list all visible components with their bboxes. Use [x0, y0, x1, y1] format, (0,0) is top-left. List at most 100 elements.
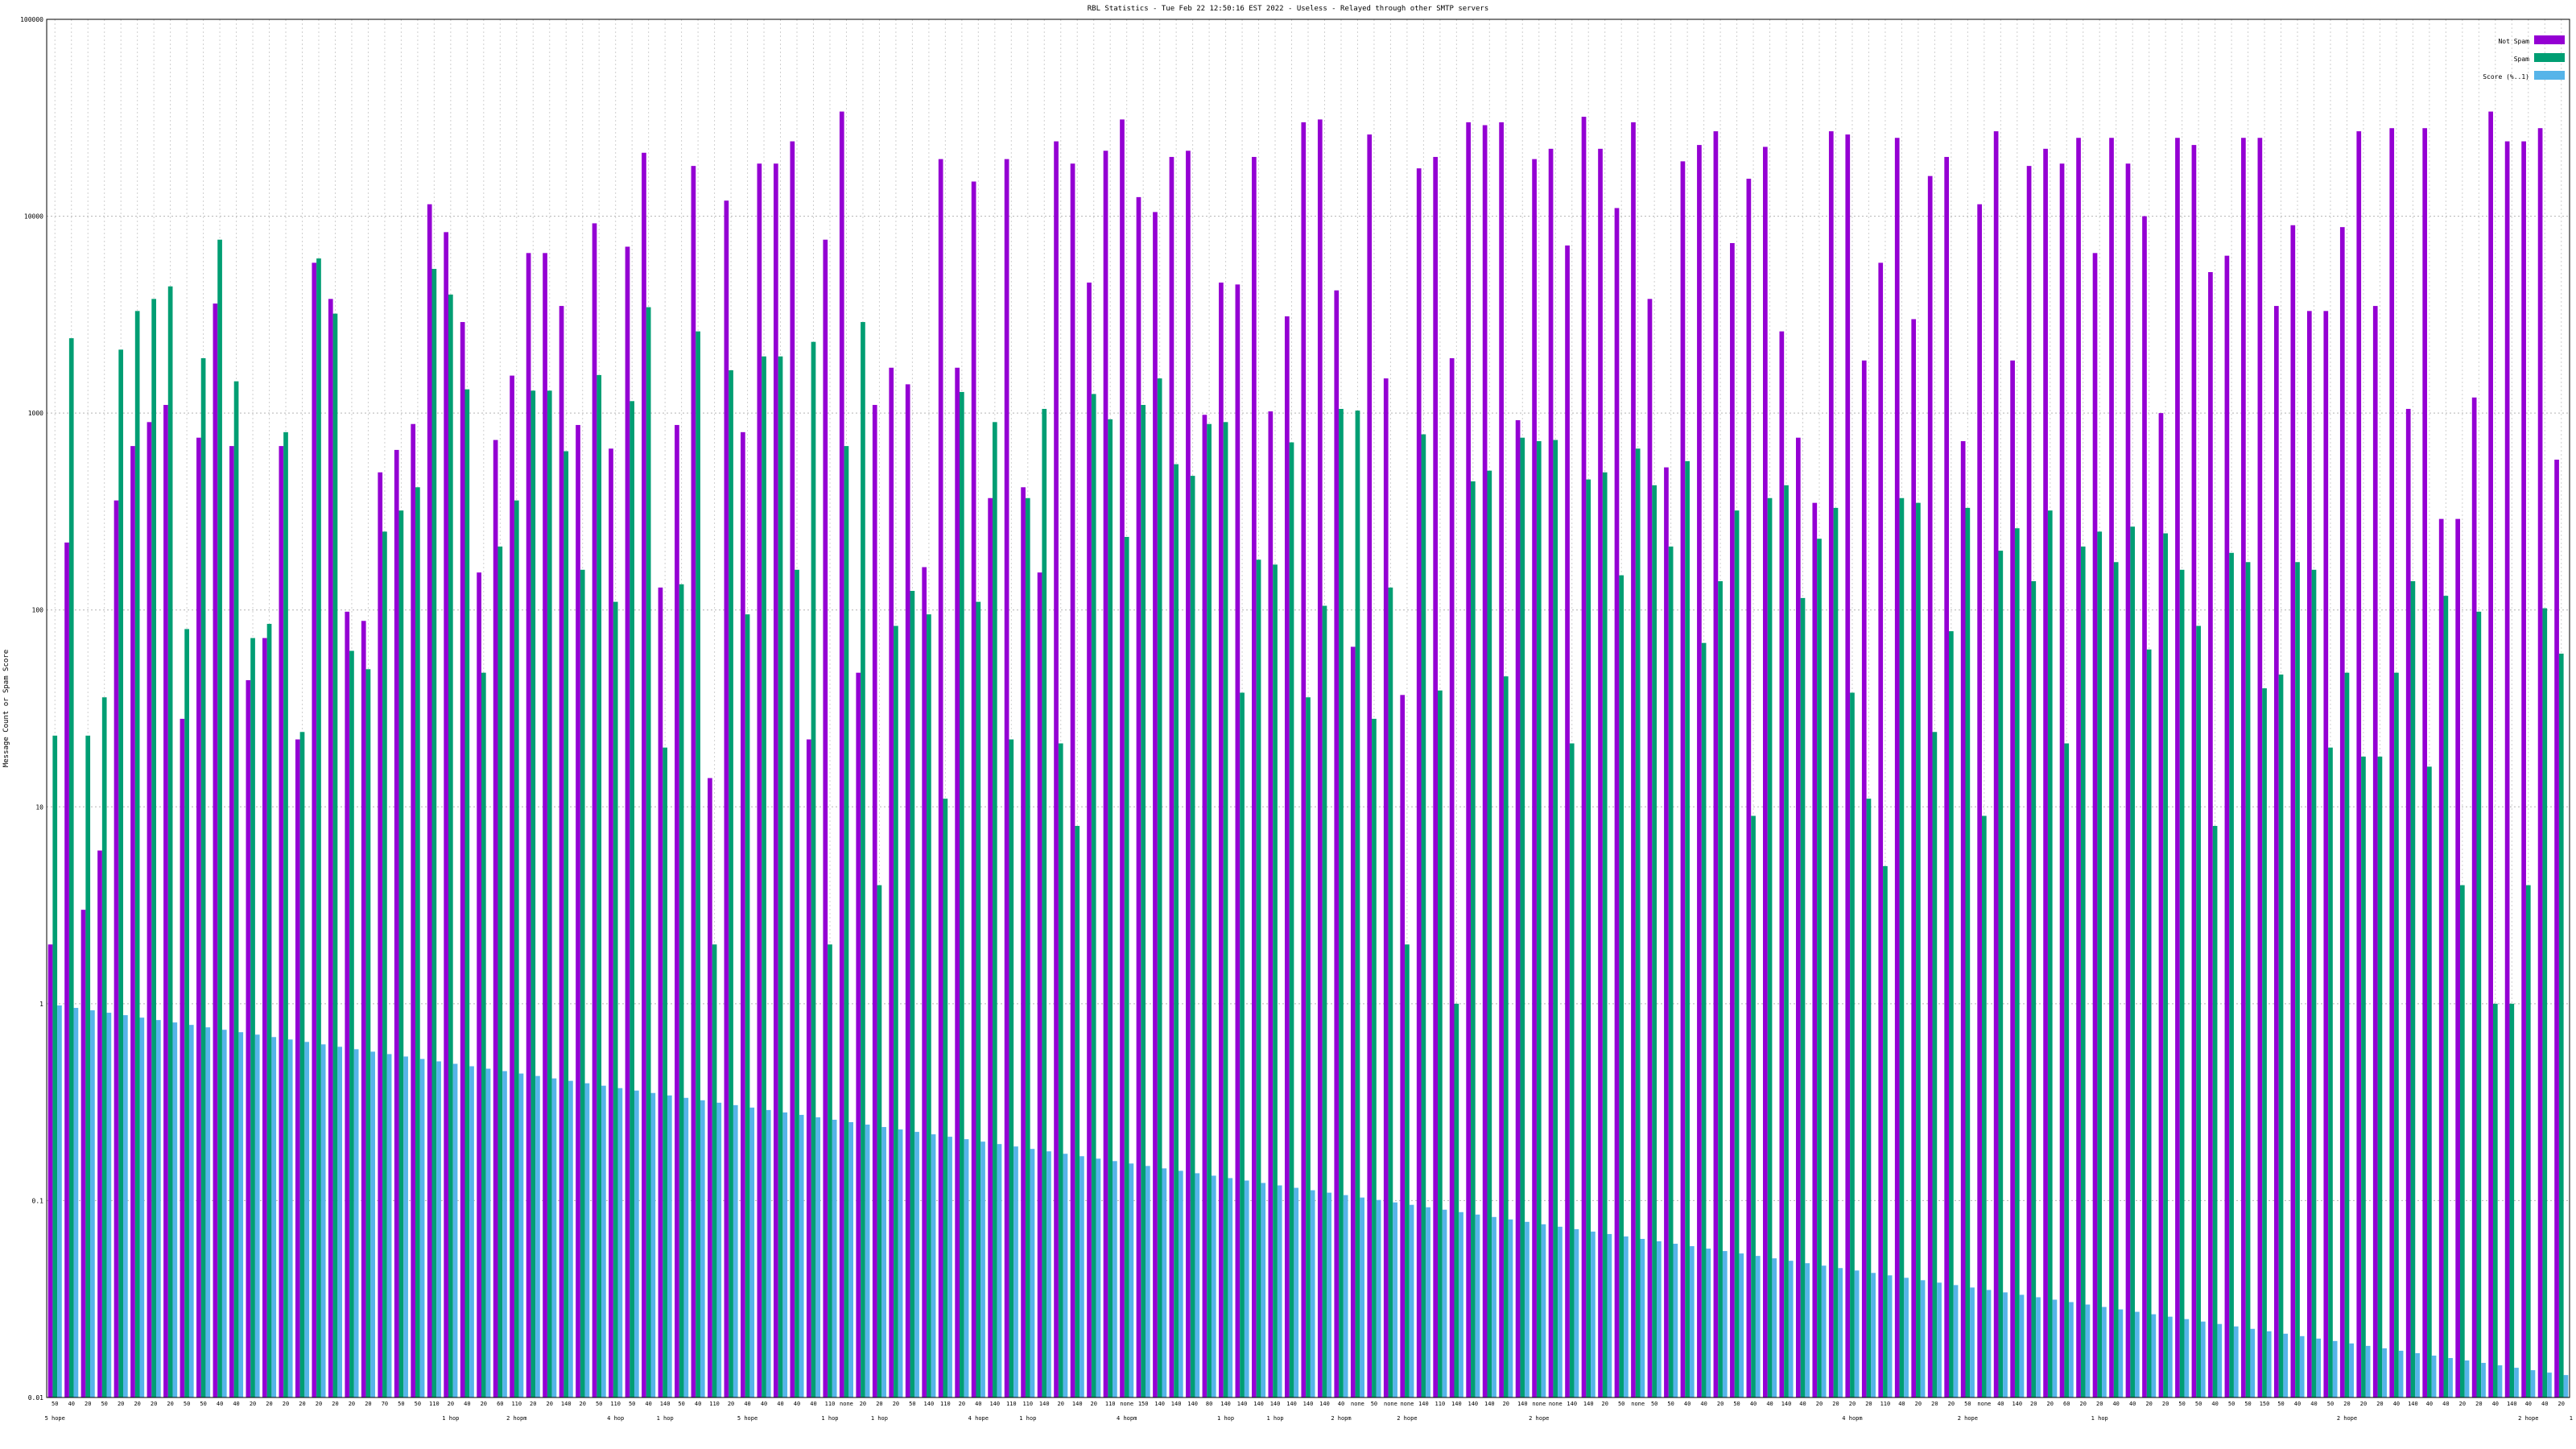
spam-bar: [1635, 448, 1641, 1397]
not-spam-bar: [1664, 467, 1669, 1397]
not-spam-bar: [180, 718, 185, 1397]
not-spam-bar: [2208, 272, 2213, 1397]
spam-bar: [1025, 497, 1030, 1398]
score-bar: [1475, 1214, 1480, 1397]
not-spam-bar: [1697, 145, 1702, 1397]
spam-bar: [1685, 460, 1690, 1397]
x-tick-label: 140: [660, 1401, 671, 1407]
y-tick-label: 0.1: [32, 1197, 44, 1204]
score-bar: [2217, 1323, 2223, 1397]
spam-bar: [547, 390, 552, 1397]
score-bar: [1046, 1151, 1051, 1397]
x-tick-label: 40: [794, 1401, 800, 1407]
score-bar: [1904, 1278, 1909, 1397]
x-tick-label: 20: [728, 1401, 734, 1407]
not-spam-bar: [773, 163, 778, 1397]
not-spam-bar: [510, 375, 514, 1398]
score-bar: [1442, 1209, 1447, 1397]
x-tick-label: 140: [1039, 1401, 1050, 1407]
spam-bar: [2394, 672, 2399, 1397]
not-spam-bar: [196, 437, 201, 1398]
not-spam-bar: [609, 448, 613, 1397]
score-bar: [1920, 1280, 1926, 1397]
score-bar: [2464, 1360, 2470, 1397]
x-tick-label: 40: [975, 1401, 981, 1407]
x-tick-label: 50: [2228, 1401, 2235, 1407]
not-spam-bar: [163, 405, 168, 1397]
not-spam-bar: [279, 446, 284, 1397]
x-tick-label: 50: [184, 1401, 190, 1407]
spam-bar: [1355, 411, 1360, 1398]
score-bar: [2085, 1304, 2091, 1397]
spam-bar: [266, 623, 272, 1397]
not-spam-bar: [1383, 378, 1389, 1398]
x-tick-label: 20: [365, 1401, 371, 1407]
spam-bar: [1487, 470, 1492, 1397]
spam-bar: [1124, 536, 1129, 1397]
not-spam-bar: [1466, 122, 1471, 1397]
not-spam-bar: [1730, 242, 1735, 1397]
score-bar: [2102, 1307, 2107, 1397]
x-tick-label: none: [1549, 1401, 1563, 1407]
spam-bar: [712, 944, 717, 1397]
x-tick-label: 60: [2063, 1401, 2070, 1407]
spam-bar: [1372, 718, 1377, 1397]
not-spam-bar: [938, 159, 943, 1398]
not-spam-bar: [2076, 138, 2081, 1397]
x-tick-label: 40: [2442, 1401, 2449, 1407]
score-bar: [997, 1144, 1002, 1397]
spam-bar: [1256, 559, 1261, 1397]
spam-bar: [1223, 422, 1228, 1397]
not-spam-bar: [1400, 695, 1406, 1397]
x-tick-label: 20: [2096, 1401, 2103, 1407]
x-tick-label: 20: [530, 1401, 536, 1407]
spam-bar: [2476, 611, 2482, 1397]
score-bar: [1310, 1190, 1315, 1397]
x-tick-label: 20: [1717, 1401, 1724, 1407]
spam-bar: [1718, 580, 1723, 1397]
x-tick-label: 140: [1319, 1401, 1330, 1407]
x-tick-label: 110: [511, 1401, 522, 1407]
spam-bar: [2525, 885, 2531, 1397]
x-tick-label: 50: [1618, 1401, 1624, 1407]
not-spam-bar: [2455, 518, 2461, 1397]
spam-bar: [1817, 539, 1822, 1397]
spam-bar: [1883, 865, 1888, 1397]
not-spam-bar: [1268, 411, 1274, 1397]
not-spam-bar: [823, 239, 828, 1398]
not-spam-bar: [675, 424, 679, 1397]
not-spam-bar: [1927, 175, 1933, 1397]
x-group-label: 2 hope: [2518, 1415, 2538, 1422]
spam-bar: [894, 625, 898, 1397]
score-bar: [1343, 1195, 1348, 1397]
not-spam-bar: [839, 111, 844, 1397]
score-bar: [1854, 1270, 1860, 1397]
spam-bar: [2377, 756, 2383, 1397]
not-spam-bar: [2043, 148, 2048, 1398]
score-bar: [832, 1119, 837, 1397]
spam-bar: [663, 747, 667, 1397]
spam-bar: [1075, 825, 1080, 1397]
spam-bar: [283, 431, 288, 1398]
spam-bar: [2047, 510, 2053, 1398]
not-spam-bar: [1581, 117, 1587, 1398]
x-tick-label: 140: [1270, 1401, 1281, 1407]
x-tick-label: 40: [1799, 1401, 1806, 1407]
x-group-label: 1 hop: [1266, 1415, 1283, 1422]
plot-frame: [46, 19, 2570, 1398]
x-tick-label: 140: [1237, 1401, 1248, 1407]
not-spam-bar: [2241, 138, 2246, 1397]
spam-bar: [52, 735, 58, 1397]
x-tick-label: 20: [118, 1401, 124, 1407]
not-spam-bar: [1960, 441, 1966, 1397]
score-bar: [551, 1078, 557, 1397]
x-group-label: 2 hopm: [506, 1415, 526, 1422]
x-tick-label: 20: [349, 1401, 355, 1407]
not-spam-bar: [1153, 212, 1158, 1397]
not-spam-bar: [1186, 151, 1191, 1397]
score-bar: [1162, 1168, 1167, 1397]
not-spam-bar: [1202, 415, 1208, 1397]
spam-bar: [1866, 799, 1872, 1397]
not-spam-bar: [1911, 319, 1917, 1397]
not-spam-bar: [2356, 131, 2362, 1398]
